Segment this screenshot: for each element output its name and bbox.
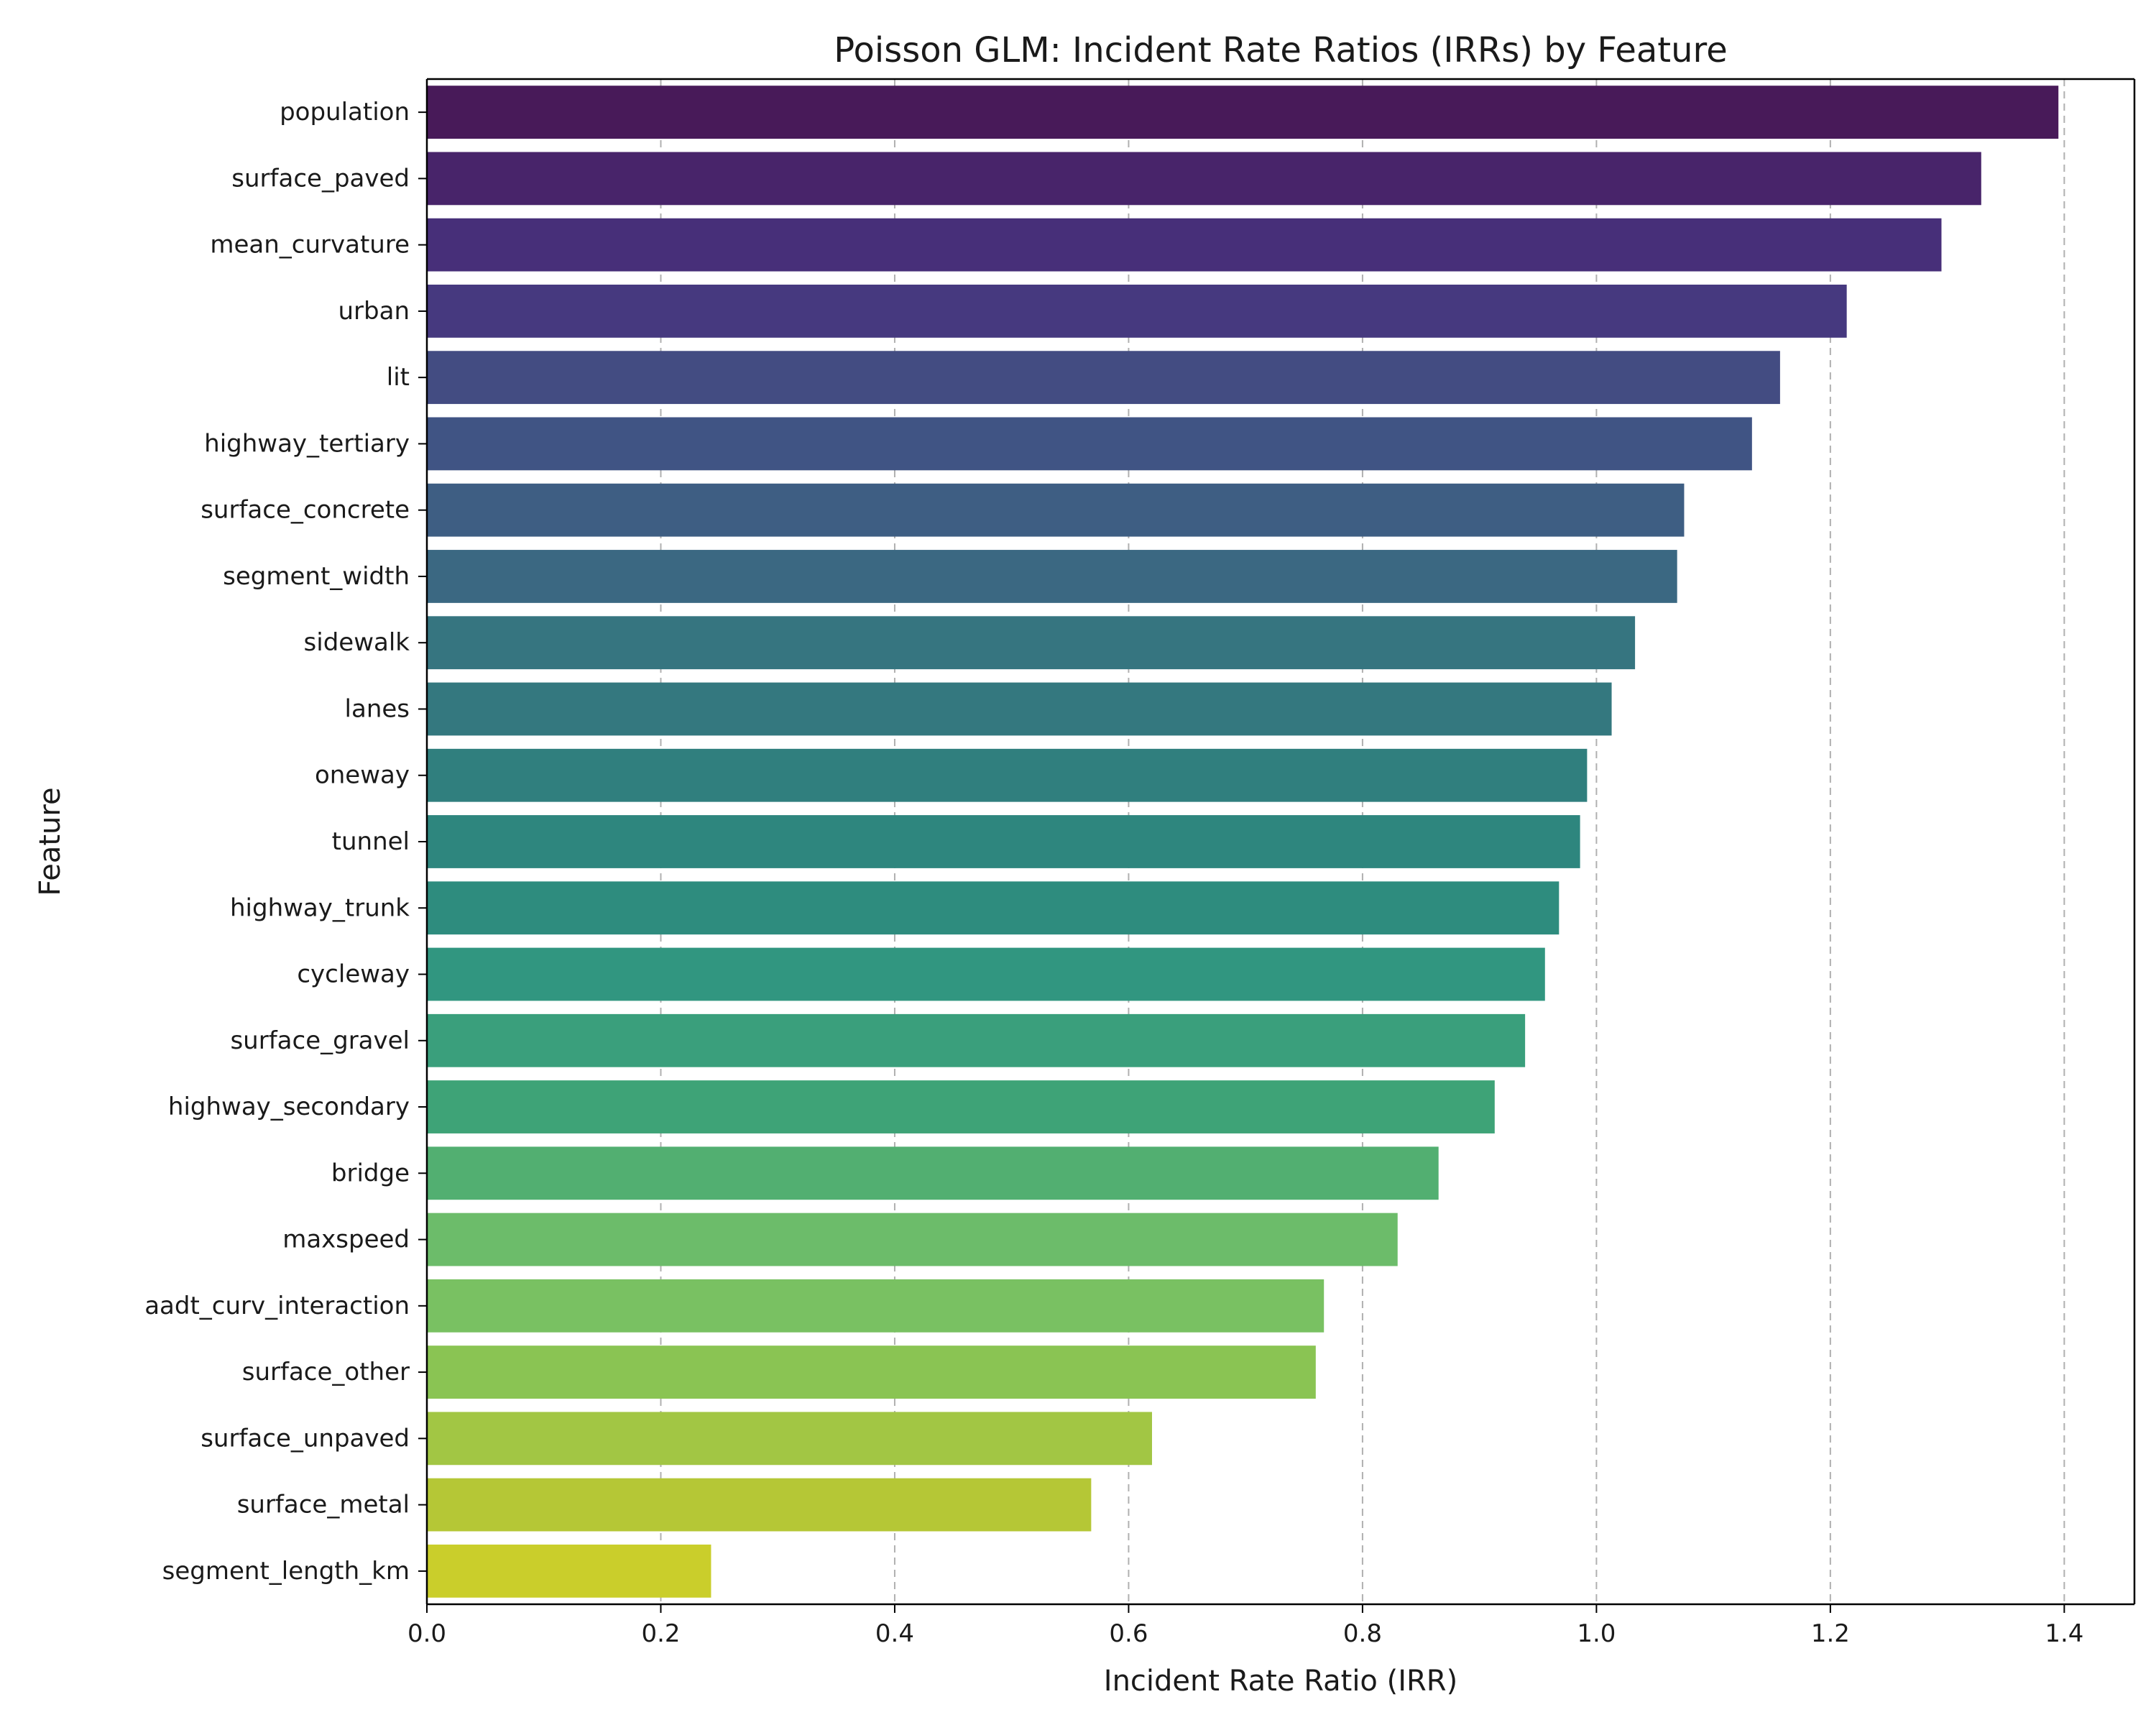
x-tick-label: 0.6 xyxy=(1109,1619,1148,1648)
bar-mean-curvature xyxy=(427,218,1942,272)
y-tick-label: cycleway xyxy=(297,960,410,989)
bar-urban xyxy=(427,285,1847,338)
bar-surface-metal xyxy=(427,1478,1092,1532)
y-tick-label: segment_width xyxy=(223,562,410,591)
bars xyxy=(427,86,2059,1598)
bar-surface-gravel xyxy=(427,1013,1526,1067)
bar-lit xyxy=(427,351,1780,405)
x-tick-label: 0.2 xyxy=(641,1619,680,1648)
bar-oneway xyxy=(427,748,1588,802)
y-tick-label: lit xyxy=(387,363,410,392)
y-tick-label: tunnel xyxy=(332,827,410,856)
y-tick-label: sidewalk xyxy=(304,628,410,657)
x-tick-label: 0.4 xyxy=(875,1619,914,1648)
bar-highway-tertiary xyxy=(427,417,1752,471)
bar-highway-secondary xyxy=(427,1080,1495,1133)
x-axis-title: Incident Rate Ratio (IRR) xyxy=(1104,1665,1457,1698)
y-tick-label: surface_metal xyxy=(237,1491,410,1519)
bar-surface-concrete xyxy=(427,483,1685,537)
bar-segment-length-km xyxy=(427,1544,711,1598)
y-tick-label: highway_trunk xyxy=(230,893,410,922)
bar-maxspeed xyxy=(427,1213,1398,1266)
y-axis-ticks: population surface_paved mean_curvatureurb… xyxy=(144,98,427,1586)
chart-title: Poisson GLM: Incident Rate Ratios (IRRs)… xyxy=(834,30,1728,70)
y-tick-label: mean_curvature xyxy=(210,231,410,259)
bar-surface-other xyxy=(427,1346,1316,1399)
bar-highway-trunk xyxy=(427,881,1560,935)
bar-segment-width xyxy=(427,550,1677,603)
y-tick-label: urban xyxy=(338,297,410,326)
y-tick-label: oneway xyxy=(315,761,410,790)
y-tick-label: bridge xyxy=(331,1159,410,1187)
x-tick-label: 1.4 xyxy=(2045,1619,2083,1648)
y-tick-label: lanes xyxy=(345,694,410,723)
bar-bridge xyxy=(427,1146,1439,1200)
y-tick-label: highway_secondary xyxy=(168,1092,410,1121)
bar-surface-unpaved xyxy=(427,1412,1152,1466)
bar-cycleway xyxy=(427,947,1545,1001)
y-tick-label: maxspeed xyxy=(282,1225,410,1254)
bar-aadt-curv-interaction xyxy=(427,1279,1325,1333)
x-tick-label: 0.8 xyxy=(1343,1619,1382,1648)
y-tick-label: surface_paved xyxy=(231,164,410,193)
x-axis-ticks: 0.0 0.2 0.4 0.6 0.8 1.0 1.2 1.4 xyxy=(407,1604,2083,1648)
y-tick-label: aadt_curv_interaction xyxy=(144,1292,410,1320)
y-tick-label: surface_concrete xyxy=(201,496,410,525)
bar-tunnel xyxy=(427,815,1580,868)
y-tick-label: surface_unpaved xyxy=(201,1424,410,1453)
y-tick-label: surface_other xyxy=(242,1358,410,1386)
bar-sidewalk xyxy=(427,616,1636,670)
bar-lanes xyxy=(427,682,1612,736)
bar-surface-paved xyxy=(427,152,1981,206)
x-tick-label: 0.0 xyxy=(407,1619,446,1648)
y-tick-label: highway_tertiary xyxy=(204,429,410,458)
y-axis-title: Feature xyxy=(34,787,67,896)
y-tick-label: segment_length_km xyxy=(162,1557,410,1586)
x-tick-label: 1.2 xyxy=(1811,1619,1850,1648)
y-tick-label: population xyxy=(280,98,410,126)
bar-population xyxy=(427,86,2059,139)
y-tick-label: surface_gravel xyxy=(230,1026,410,1055)
x-tick-label: 1.0 xyxy=(1577,1619,1616,1648)
